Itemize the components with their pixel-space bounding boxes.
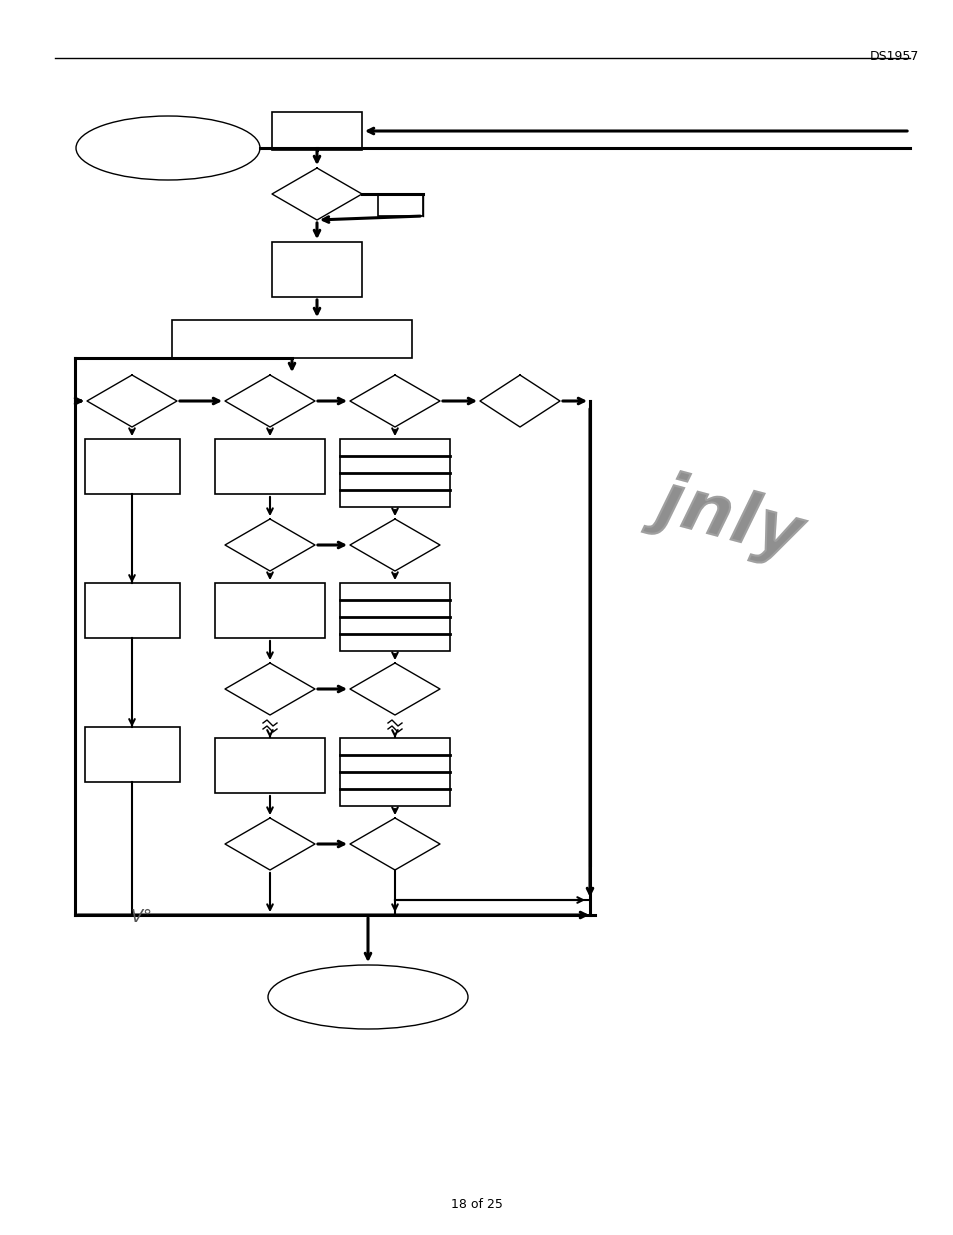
Bar bbox=[377, 194, 422, 216]
Bar bbox=[85, 727, 179, 782]
Bar bbox=[339, 739, 450, 806]
Bar bbox=[272, 242, 361, 296]
Bar bbox=[339, 438, 450, 508]
Text: jnly: jnly bbox=[649, 468, 809, 573]
Bar bbox=[339, 583, 450, 651]
Text: $\mathit{V}$°: $\mathit{V}$° bbox=[130, 908, 152, 926]
Bar bbox=[85, 583, 179, 638]
Bar bbox=[272, 112, 361, 149]
Text: DS1957: DS1957 bbox=[869, 49, 919, 63]
Bar bbox=[172, 320, 412, 358]
Ellipse shape bbox=[76, 116, 260, 180]
Ellipse shape bbox=[268, 965, 468, 1029]
Bar bbox=[214, 583, 325, 638]
Bar bbox=[214, 739, 325, 793]
Text: 18 of 25: 18 of 25 bbox=[451, 1198, 502, 1212]
Bar bbox=[214, 438, 325, 494]
Bar bbox=[85, 438, 179, 494]
